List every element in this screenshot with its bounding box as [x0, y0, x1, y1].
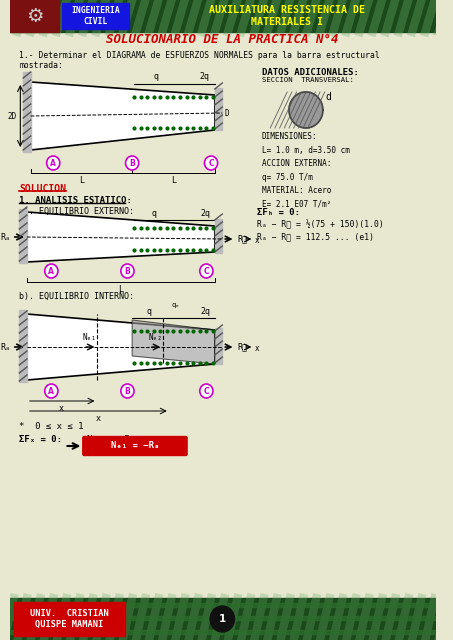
Bar [14, 602, 125, 636]
Text: x: x [59, 404, 64, 413]
Text: Rₐ: Rₐ [0, 232, 10, 241]
Circle shape [47, 156, 60, 170]
Circle shape [121, 384, 134, 398]
Circle shape [200, 384, 213, 398]
Text: a). EQUILIBRIO EXTERNO:: a). EQUILIBRIO EXTERNO: [19, 207, 135, 216]
Text: L: L [118, 285, 123, 294]
Bar [215, 219, 222, 253]
Text: 2q: 2q [200, 209, 210, 218]
Polygon shape [289, 92, 323, 128]
Polygon shape [27, 212, 215, 262]
Text: x: x [255, 344, 260, 353]
Text: SECCION  TRANSVERSAL:: SECCION TRANSVERSAL: [262, 77, 354, 83]
Circle shape [204, 156, 217, 170]
Text: B: B [125, 387, 130, 396]
Text: C: C [208, 159, 214, 168]
FancyBboxPatch shape [83, 436, 187, 456]
Bar [10, 598, 436, 640]
Text: SOLUCIONARIO DE LA PRACTICA N°4: SOLUCIONARIO DE LA PRACTICA N°4 [106, 33, 338, 45]
Text: L: L [171, 176, 176, 185]
Text: D: D [224, 109, 229, 118]
Circle shape [200, 264, 213, 278]
Text: SOLUCION: SOLUCION [19, 184, 67, 194]
Text: Rₐ − Rᴄ = ½(75 + 150)(1.0): Rₐ − Rᴄ = ½(75 + 150)(1.0) [257, 220, 384, 229]
Text: q: q [146, 307, 152, 316]
Text: A: A [48, 387, 54, 396]
Bar [10, 603, 436, 607]
Bar [19, 310, 27, 382]
Bar [10, 0, 436, 32]
Text: B: B [129, 159, 135, 168]
Text: Rₐ − Rᴄ = 112.5 ... (e1): Rₐ − Rᴄ = 112.5 ... (e1) [257, 232, 374, 241]
Text: ΣFₓ = 0:: ΣFₓ = 0: [19, 435, 63, 444]
Text: Rᴄ: Rᴄ [237, 234, 247, 243]
Circle shape [121, 264, 134, 278]
Bar [23, 72, 31, 152]
Polygon shape [27, 314, 215, 380]
Text: Nₑ₂: Nₑ₂ [149, 333, 163, 342]
Bar [10, 0, 59, 32]
Circle shape [210, 606, 235, 632]
Text: q: q [153, 72, 158, 81]
Text: 2q: 2q [200, 307, 210, 316]
Bar [10, 630, 436, 634]
Text: x: x [96, 414, 101, 423]
Text: 1: 1 [219, 614, 226, 624]
Text: 1. ANALISIS ESTATICO:: 1. ANALISIS ESTATICO: [19, 196, 132, 205]
Text: UNIV.  CRISTIAN
QUISPE MAMANI: UNIV. CRISTIAN QUISPE MAMANI [30, 609, 109, 628]
Bar [215, 328, 222, 364]
Text: ⚙: ⚙ [26, 6, 43, 26]
Text: A: A [48, 266, 54, 275]
Text: Rₐ: Rₐ [0, 342, 10, 351]
Text: x: x [255, 236, 260, 244]
Text: b). EQUILIBRIO INTERNO:: b). EQUILIBRIO INTERNO: [19, 292, 135, 301]
Text: d: d [326, 92, 332, 102]
Text: 2q: 2q [199, 72, 209, 81]
Text: Nₑ₁ = −Rₐ: Nₑ₁ = −Rₐ [87, 435, 135, 444]
Bar [62, 3, 129, 29]
Polygon shape [132, 320, 215, 364]
Circle shape [45, 264, 58, 278]
Text: DATOS ADICIONALES:: DATOS ADICIONALES: [262, 68, 358, 77]
Text: DIMENSIONES:
L= 1.0 m, d=3.50 cm
ACCION EXTERNA:
q= 75.0 T/m
MATERIAL: Acero
E= : DIMENSIONES: L= 1.0 m, d=3.50 cm ACCION … [262, 132, 350, 209]
Text: 2D: 2D [7, 111, 17, 120]
Text: ΣFₕ = 0:: ΣFₕ = 0: [257, 208, 300, 217]
Text: q: q [151, 209, 156, 218]
Text: qₑ: qₑ [171, 302, 179, 308]
Text: C: C [203, 266, 209, 275]
Text: Nₑ₁ = −Rₐ: Nₑ₁ = −Rₐ [111, 442, 159, 451]
Bar [10, 616, 436, 620]
Text: Nₑ₁: Nₑ₁ [83, 333, 97, 342]
Text: AUXILIATURA RESISTENCIA DE
MATERIALES I: AUXILIATURA RESISTENCIA DE MATERIALES I [209, 5, 365, 27]
Text: *  0 ≤ x ≤ 1: * 0 ≤ x ≤ 1 [19, 422, 84, 431]
Text: INGENIERIA
CIVIL: INGENIERIA CIVIL [71, 6, 120, 26]
Polygon shape [31, 82, 215, 150]
Bar [19, 209, 27, 263]
Circle shape [45, 384, 58, 398]
Text: L: L [79, 176, 84, 185]
Text: 1.- Determinar el DIAGRAMA de ESFUERZOS NORMALES para la barra estructural
mostr: 1.- Determinar el DIAGRAMA de ESFUERZOS … [19, 51, 380, 70]
Text: C: C [203, 387, 209, 396]
Circle shape [125, 156, 139, 170]
Text: A: A [50, 159, 56, 168]
Text: Rᴄ: Rᴄ [237, 342, 247, 351]
Text: B: B [125, 266, 130, 275]
Bar [215, 88, 222, 130]
